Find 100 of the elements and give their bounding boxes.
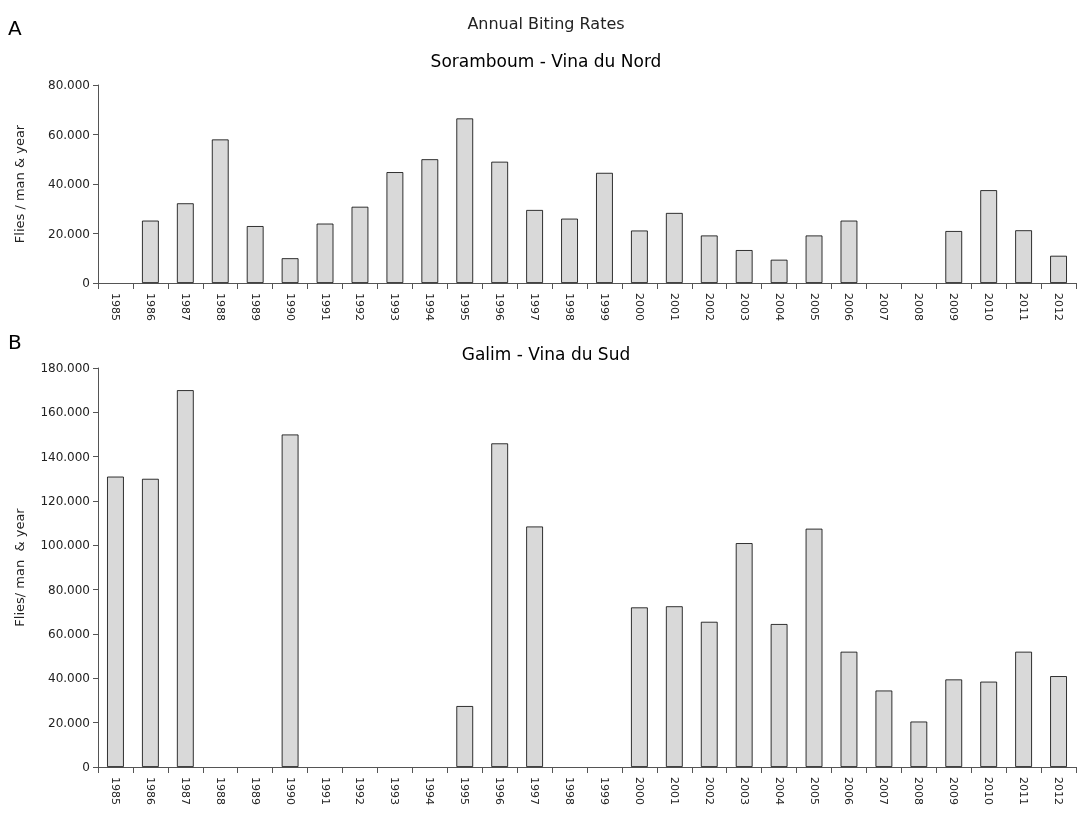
x-tick-label: 1994: [423, 777, 437, 805]
bar: [456, 118, 474, 283]
bar: [142, 220, 159, 283]
y-tick-label: 20.000: [48, 715, 90, 730]
chart-title: Soramboum - Vina du Nord: [430, 50, 662, 71]
y-tick-label: 20.000: [48, 226, 90, 241]
y-tick-label: 80.000: [48, 582, 90, 597]
y-tick-label: 40.000: [48, 177, 90, 191]
x-tick-label: 2008: [912, 777, 926, 805]
x-tick-label: 1999: [597, 777, 611, 805]
bar: [176, 203, 194, 283]
bar: [665, 606, 683, 767]
y-tick-label: 100.000: [40, 538, 90, 553]
x-tick-label: 1991: [318, 777, 332, 805]
bar: [142, 478, 159, 767]
bar: [980, 681, 998, 767]
x-tick-label: 1989: [248, 293, 262, 321]
bar: [805, 235, 823, 283]
x-tick-label: 2009: [947, 777, 961, 805]
y-axis-title: Flies/ man & year: [12, 507, 27, 627]
y-tick-label: 180.000: [40, 361, 90, 375]
x-tick-label: 1997: [528, 777, 542, 805]
x-tick-label: 2009: [947, 293, 961, 321]
bar: [1050, 255, 1067, 283]
bar: [211, 139, 229, 283]
x-tick-label: 1994: [423, 293, 437, 321]
y-tick-label: 140.000: [40, 449, 90, 464]
y-tick-label: 60.000: [48, 127, 90, 142]
bar: [421, 159, 439, 283]
x-tick-label: 2010: [982, 293, 996, 321]
bar: [945, 231, 963, 283]
bar: [700, 621, 718, 767]
text: A: [8, 16, 22, 40]
x-tick-label: 2000: [632, 777, 646, 805]
x-tick-label: 2012: [1052, 293, 1066, 321]
bar: [526, 209, 543, 283]
bar: [456, 706, 474, 767]
x-tick-label: 2011: [1017, 777, 1031, 805]
bar: [631, 230, 648, 283]
x-tick-label: 1992: [353, 777, 367, 805]
bar: [910, 721, 928, 767]
bar: [596, 172, 613, 283]
bar: [1050, 676, 1067, 767]
bar: [840, 220, 858, 283]
x-tick-label: 1985: [108, 293, 122, 321]
x-tick-label: 2000: [632, 293, 646, 321]
bar: [246, 226, 264, 283]
bar: [631, 607, 648, 767]
x-tick-label: 2007: [877, 777, 891, 805]
bar: [840, 651, 858, 767]
text: B: [8, 330, 22, 354]
y-tick-label: 160.000: [40, 405, 90, 420]
bar: [316, 223, 334, 283]
x-tick-label: 2005: [807, 777, 821, 805]
x-tick-label: 1988: [213, 293, 227, 321]
bar: [665, 212, 683, 283]
x-tick-label: 2003: [737, 293, 751, 321]
x-tick-label: 1999: [597, 293, 611, 321]
x-tick-label: 1986: [143, 293, 157, 321]
bar: [980, 190, 998, 283]
x-tick-label: 1988: [213, 777, 227, 805]
x-tick-label: 1996: [493, 293, 507, 321]
bar: [770, 259, 788, 283]
x-tick-label: 2010: [982, 777, 996, 805]
bar: [1015, 230, 1032, 283]
x-tick-label: 2004: [772, 777, 786, 805]
x-tick-label: 1998: [563, 777, 577, 805]
x-tick-label: 2006: [842, 293, 856, 321]
y-tick-label: 0: [82, 760, 90, 774]
x-tick-label: 1985: [108, 777, 122, 805]
bar: [107, 476, 124, 767]
bar: [1015, 651, 1032, 767]
x-tick-label: 2001: [667, 777, 681, 805]
y-tick-label: 60.000: [48, 627, 90, 641]
bar: [805, 528, 823, 767]
x-tick-label: 2011: [1017, 293, 1031, 321]
x-tick-label: 1987: [178, 293, 192, 321]
bar: [491, 443, 509, 767]
y-tick-label: 40.000: [48, 671, 90, 686]
bar: [735, 250, 753, 283]
x-tick-label: 2006: [842, 777, 856, 805]
bar: [561, 218, 578, 283]
bar: [700, 235, 718, 283]
x-tick-label: 1990: [283, 777, 297, 805]
x-tick-label: 2002: [702, 293, 716, 321]
bar: [386, 172, 404, 283]
bar: [491, 161, 509, 283]
x-tick-label: 2003: [737, 777, 751, 805]
y-tick-label: 120.000: [40, 494, 90, 508]
y-tick-label: 80.000: [48, 78, 90, 92]
x-tick-label: 2002: [702, 777, 716, 805]
chart-title: Galim - Vina du Sud: [461, 343, 631, 364]
bar: [176, 390, 194, 767]
bar: [770, 624, 788, 767]
x-tick-label: 1997: [528, 293, 542, 321]
x-tick-label: 2012: [1052, 777, 1066, 805]
text: Annual Biting Rates: [467, 13, 625, 33]
x-tick-label: 2001: [667, 293, 681, 321]
x-tick-label: 2007: [877, 293, 891, 321]
bar: [526, 526, 543, 767]
